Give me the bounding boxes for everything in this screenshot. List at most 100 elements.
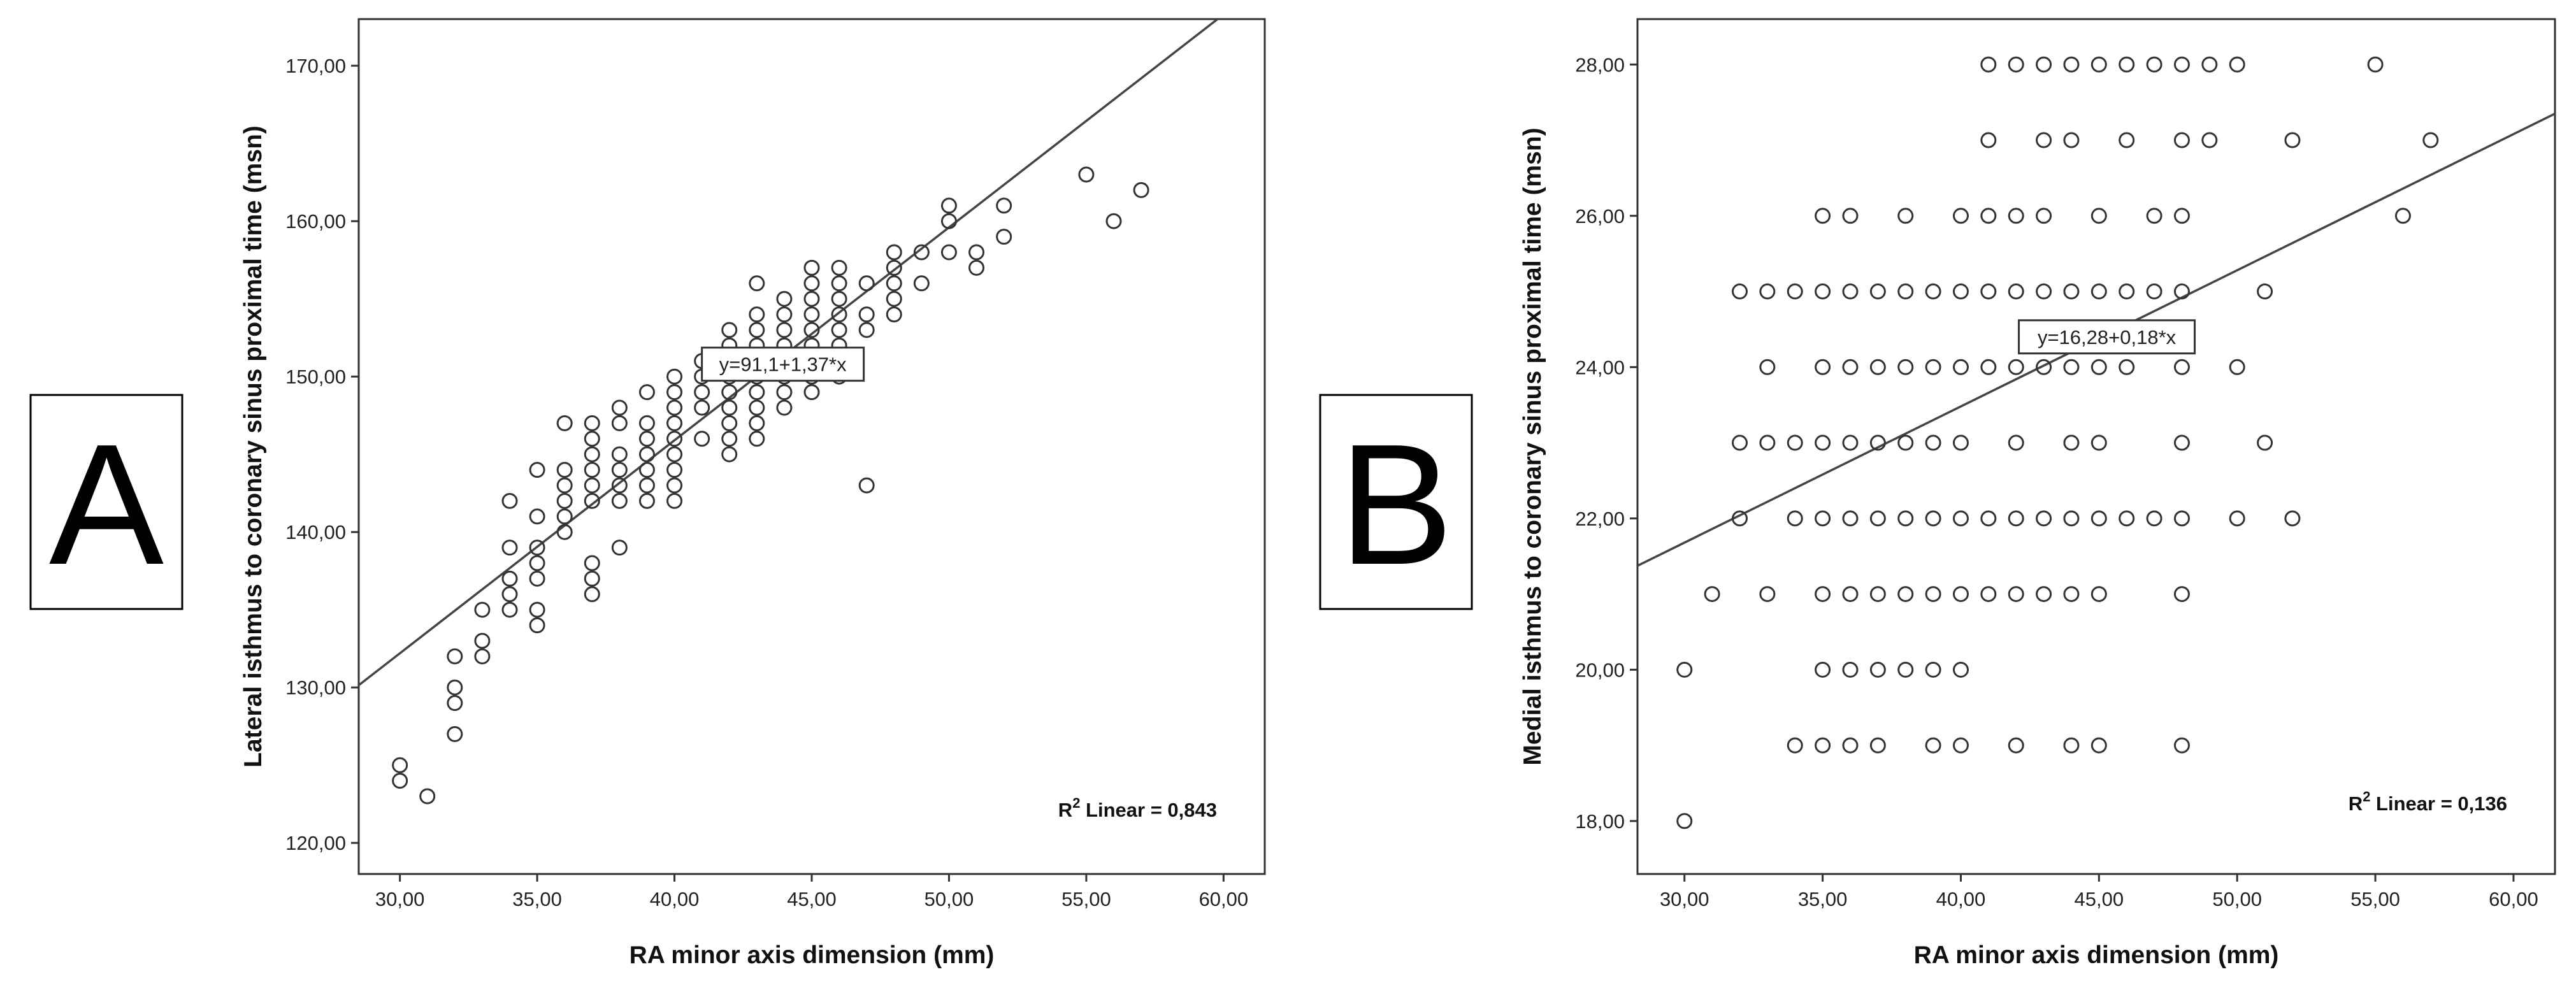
plot-b-data-point [2146,208,2162,224]
scatter-plot-a: 30,00 35,00 40,00 45,00 50,00 55,00 60,00 120,0… [240,18,1266,969]
plot-b-data-point [2008,434,2024,451]
plot-a-data-point [886,275,902,292]
plot-a-y-tick-label: 130,00 [285,677,346,699]
plot-a-x-axis-title: RA minor axis dimension (mm) [630,942,995,969]
plot-b-r2-superscript: 2 [2363,789,2370,805]
plot-b-data-point [1815,586,1831,603]
plot-a-regression-line [359,19,1220,687]
plot-a-data-point [776,322,793,338]
plot-a-data-point [447,679,463,696]
panel-a-label-box [29,394,183,610]
plot-a-data-point [447,695,463,712]
plot-b-data-point [2063,510,2080,527]
plot-b-data-point [2146,56,2162,73]
plot-b-data-point [2063,359,2080,375]
plot-a-data-point [529,601,545,618]
plot-a-data-point [584,477,600,494]
plot-b-data-point [2090,56,2107,73]
plot-b-data-point [2201,56,2218,73]
plot-a-x-tick-label: 50,00 [925,888,974,910]
plot-b-y-tick-label: 28,00 [1575,54,1625,76]
plot-a-data-point [392,773,408,789]
plot-b-data-point [1980,208,1997,224]
plot-a-data-point [886,244,902,261]
plot-b-data-point [1759,586,1776,603]
plot-a-y-tick-label: 150,00 [285,366,346,388]
plot-a-data-point [749,431,765,447]
plot-a-y-tick-label: 120,00 [285,832,346,854]
plot-b-data-point [1815,510,1831,527]
plot-b-data-point [1897,359,1914,375]
plot-b-data-point [2063,434,2080,451]
plot-b-data-point [2146,510,2162,527]
plot-b-data-point [1980,510,1997,527]
plot-b-y-tick-label: 26,00 [1575,205,1625,227]
plot-b-data-point [1952,283,1969,300]
plot-b-data-point [1897,208,1914,224]
plot-b-r2-prefix: R [2349,792,2363,815]
plot-a-data-point [721,446,738,462]
plot-b-data-point [2173,56,2190,73]
plot-b-data-point [2394,208,2411,224]
plot-a-r2-value: Linear = 0,843 [1080,799,1217,821]
plot-b-data-point [1842,434,1859,451]
plot-a-data-point [749,322,765,338]
plot-a-data-point [584,462,600,478]
plot-b-y-tick-label: 20,00 [1575,659,1625,681]
plot-a-data-point [858,322,875,338]
plot-a-data-point [749,275,765,292]
plot-b-data-point [2090,737,2107,754]
plot-b-data-point [1897,661,1914,678]
plot-b-data-point [1925,434,1941,451]
plot-b-data-point [2090,359,2107,375]
plot-b-data-point [2173,510,2190,527]
plot-b-data-point [2036,56,2052,73]
plot-b-equation-label: y=16,28+0,18*x [2038,326,2177,348]
plot-a-data-point [501,601,518,618]
plot-b-data-point [1842,737,1859,754]
plot-a-data-point [529,508,545,525]
plot-b-data-point [1787,283,1803,300]
plot-a-data-point [638,477,655,494]
plot-a-data-point [474,601,491,618]
plot-b-data-point [2090,586,2107,603]
plot-b-data-point [2090,434,2107,451]
plot-a-data-point [858,275,875,292]
plot-a-data-point [584,492,600,509]
plot-b-frame [1636,18,2556,875]
plot-a-data-point [501,586,518,603]
plot-b-data-point [2229,359,2245,375]
plot-b-data-point [2090,510,2107,527]
plot-a-data-point [803,322,820,338]
plot-b-data-point [2173,132,2190,148]
plot-a-r-squared-label: R2 Linear = 0,843 [1058,795,1217,821]
plot-a-data-point [638,446,655,462]
plot-a-data-point [584,586,600,603]
plot-a-data-point [666,431,683,447]
plot-b-data-point [2036,510,2052,527]
plot-b-data-point [1980,132,1997,148]
plot-b-data-point [1869,737,1886,754]
plot-b-x-tick-label: 40,00 [1936,888,1986,910]
plot-b-data-point [2090,283,2107,300]
plot-a-data-point [584,570,600,587]
plot-a-data-point [556,477,573,494]
plot-a-data-point [803,384,820,401]
plot-b-data-point [1759,434,1776,451]
plot-b-data-point [2173,208,2190,224]
plot-b-data-point [1842,661,1859,678]
plot-a-data-point [611,477,628,494]
plot-a-x-tick-label: 60,00 [1199,888,1249,910]
plot-b-data-point [1787,510,1803,527]
plot-b-data-point [2119,56,2135,73]
plot-b-data-point [2119,283,2135,300]
plot-b-data-point [1842,359,1859,375]
plot-b-data-point [2036,359,2052,375]
plot-b-data-point [1925,586,1941,603]
plot-a-data-point [666,446,683,462]
plot-b-data-point [2173,586,2190,603]
plot-a-data-point [584,446,600,462]
plot-a-data-point [776,306,793,323]
plot-b-data-point [2284,132,2301,148]
plot-a-data-point [858,306,875,323]
